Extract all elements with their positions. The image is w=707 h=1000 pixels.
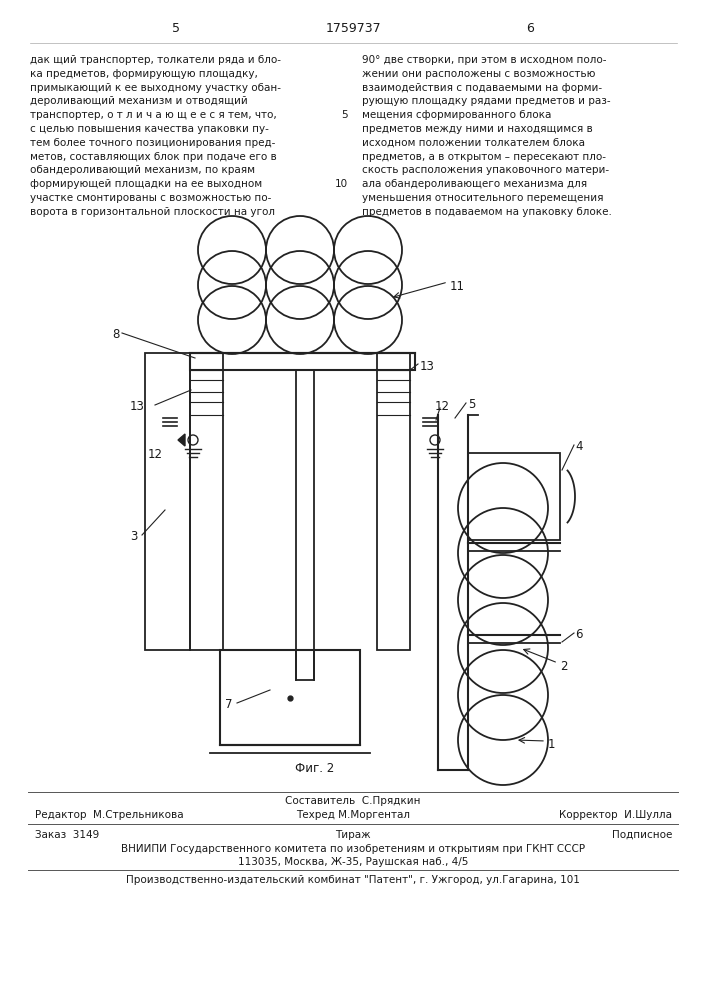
Text: 2: 2: [560, 660, 568, 673]
Text: скость расположения упаковочного матери-: скость расположения упаковочного матери-: [362, 165, 609, 175]
Text: обандероливающий механизм, по краям: обандероливающий механизм, по краям: [30, 165, 255, 175]
Text: Заказ  3149: Заказ 3149: [35, 830, 99, 840]
Text: Редактор  М.Стрельникова: Редактор М.Стрельникова: [35, 810, 184, 820]
Text: предметов между ними и находящимся в: предметов между ними и находящимся в: [362, 124, 592, 134]
Text: дероливающий механизм и отводящий: дероливающий механизм и отводящий: [30, 96, 247, 106]
Text: 4: 4: [575, 440, 583, 453]
Text: 90° две створки, при этом в исходном поло-: 90° две створки, при этом в исходном пол…: [362, 55, 607, 65]
Bar: [468, 453, 560, 540]
Bar: [190, 353, 415, 370]
Bar: [377, 353, 410, 650]
Text: ка предметов, формирующую площадку,: ка предметов, формирующую площадку,: [30, 69, 258, 79]
Text: 13: 13: [420, 360, 435, 373]
Text: Подписное: Подписное: [612, 830, 672, 840]
Text: Тираж: Тираж: [335, 830, 370, 840]
Bar: [190, 353, 223, 650]
Text: мещения сформированного блока: мещения сформированного блока: [362, 110, 551, 120]
Text: исходном положении толкателем блока: исходном положении толкателем блока: [362, 138, 585, 148]
Text: 7: 7: [225, 698, 233, 711]
Text: взаимодействия с подаваемыми на форми-: взаимодействия с подаваемыми на форми-: [362, 83, 602, 93]
Text: Производственно-издательский комбинат "Патент", г. Ужгород, ул.Гагарина, 101: Производственно-издательский комбинат "П…: [126, 875, 580, 885]
Text: ала обандероливающего механизма для: ала обандероливающего механизма для: [362, 179, 587, 189]
Bar: [296, 370, 314, 680]
Text: дак щий транспортер, толкатели ряда и бло-: дак щий транспортер, толкатели ряда и бл…: [30, 55, 281, 65]
Text: примыкающий к ее выходному участку обан-: примыкающий к ее выходному участку обан-: [30, 83, 281, 93]
Text: 1759737: 1759737: [325, 22, 381, 35]
Text: 1: 1: [548, 738, 556, 751]
Text: транспортер, о т л и ч а ю щ е е с я тем, что,: транспортер, о т л и ч а ю щ е е с я тем…: [30, 110, 276, 120]
Bar: [220, 650, 360, 745]
Text: 5: 5: [468, 398, 475, 411]
Text: Техред М.Моргентал: Техред М.Моргентал: [296, 810, 410, 820]
Text: 6: 6: [575, 628, 583, 641]
Text: жении они расположены с возможностью: жении они расположены с возможностью: [362, 69, 595, 79]
Text: 6: 6: [526, 22, 534, 35]
Text: ворота в горизонтальной плоскости на угол: ворота в горизонтальной плоскости на уго…: [30, 207, 275, 217]
Text: предметов, а в открытом – пересекают пло-: предметов, а в открытом – пересекают пло…: [362, 152, 606, 162]
Text: рующую площадку рядами предметов и раз-: рующую площадку рядами предметов и раз-: [362, 96, 611, 106]
Text: предметов в подаваемом на упаковку блоке.: предметов в подаваемом на упаковку блоке…: [362, 207, 612, 217]
Text: 5: 5: [172, 22, 180, 35]
Text: формирующей площадки на ее выходном: формирующей площадки на ее выходном: [30, 179, 262, 189]
Text: 113035, Москва, Ж-35, Раушская наб., 4/5: 113035, Москва, Ж-35, Раушская наб., 4/5: [238, 857, 468, 867]
Text: с целью повышения качества упаковки пу-: с целью повышения качества упаковки пу-: [30, 124, 269, 134]
Text: 11: 11: [450, 280, 465, 293]
Text: 13: 13: [130, 400, 145, 413]
Text: 10: 10: [335, 179, 348, 189]
Text: 12: 12: [148, 448, 163, 461]
Bar: [145, 353, 190, 650]
Text: 3: 3: [130, 530, 137, 543]
Polygon shape: [178, 434, 185, 446]
Text: 12: 12: [435, 400, 450, 413]
Text: метов, составляющих блок при подаче его в: метов, составляющих блок при подаче его …: [30, 152, 276, 162]
Text: 5: 5: [341, 110, 348, 120]
Text: Фиг. 2: Фиг. 2: [295, 762, 334, 775]
Text: Корректор  И.Шулла: Корректор И.Шулла: [559, 810, 672, 820]
Text: Составитель  С.Прядкин: Составитель С.Прядкин: [285, 796, 421, 806]
Text: тем более точного позиционирования пред-: тем более точного позиционирования пред-: [30, 138, 275, 148]
Text: уменьшения относительного перемещения: уменьшения относительного перемещения: [362, 193, 604, 203]
Text: 8: 8: [112, 328, 119, 341]
Text: участке смонтированы с возможностью по-: участке смонтированы с возможностью по-: [30, 193, 271, 203]
Text: ВНИИПИ Государственного комитета по изобретениям и открытиям при ГКНТ СССР: ВНИИПИ Государственного комитета по изоб…: [121, 844, 585, 854]
